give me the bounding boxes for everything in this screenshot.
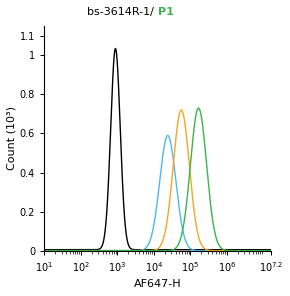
Text: bs-3614R-1/: bs-3614R-1/ (87, 7, 157, 17)
Y-axis label: Count (10³): Count (10³) (7, 106, 17, 170)
X-axis label: AF647-H: AF647-H (134, 279, 181, 289)
Text: P1: P1 (157, 7, 173, 17)
